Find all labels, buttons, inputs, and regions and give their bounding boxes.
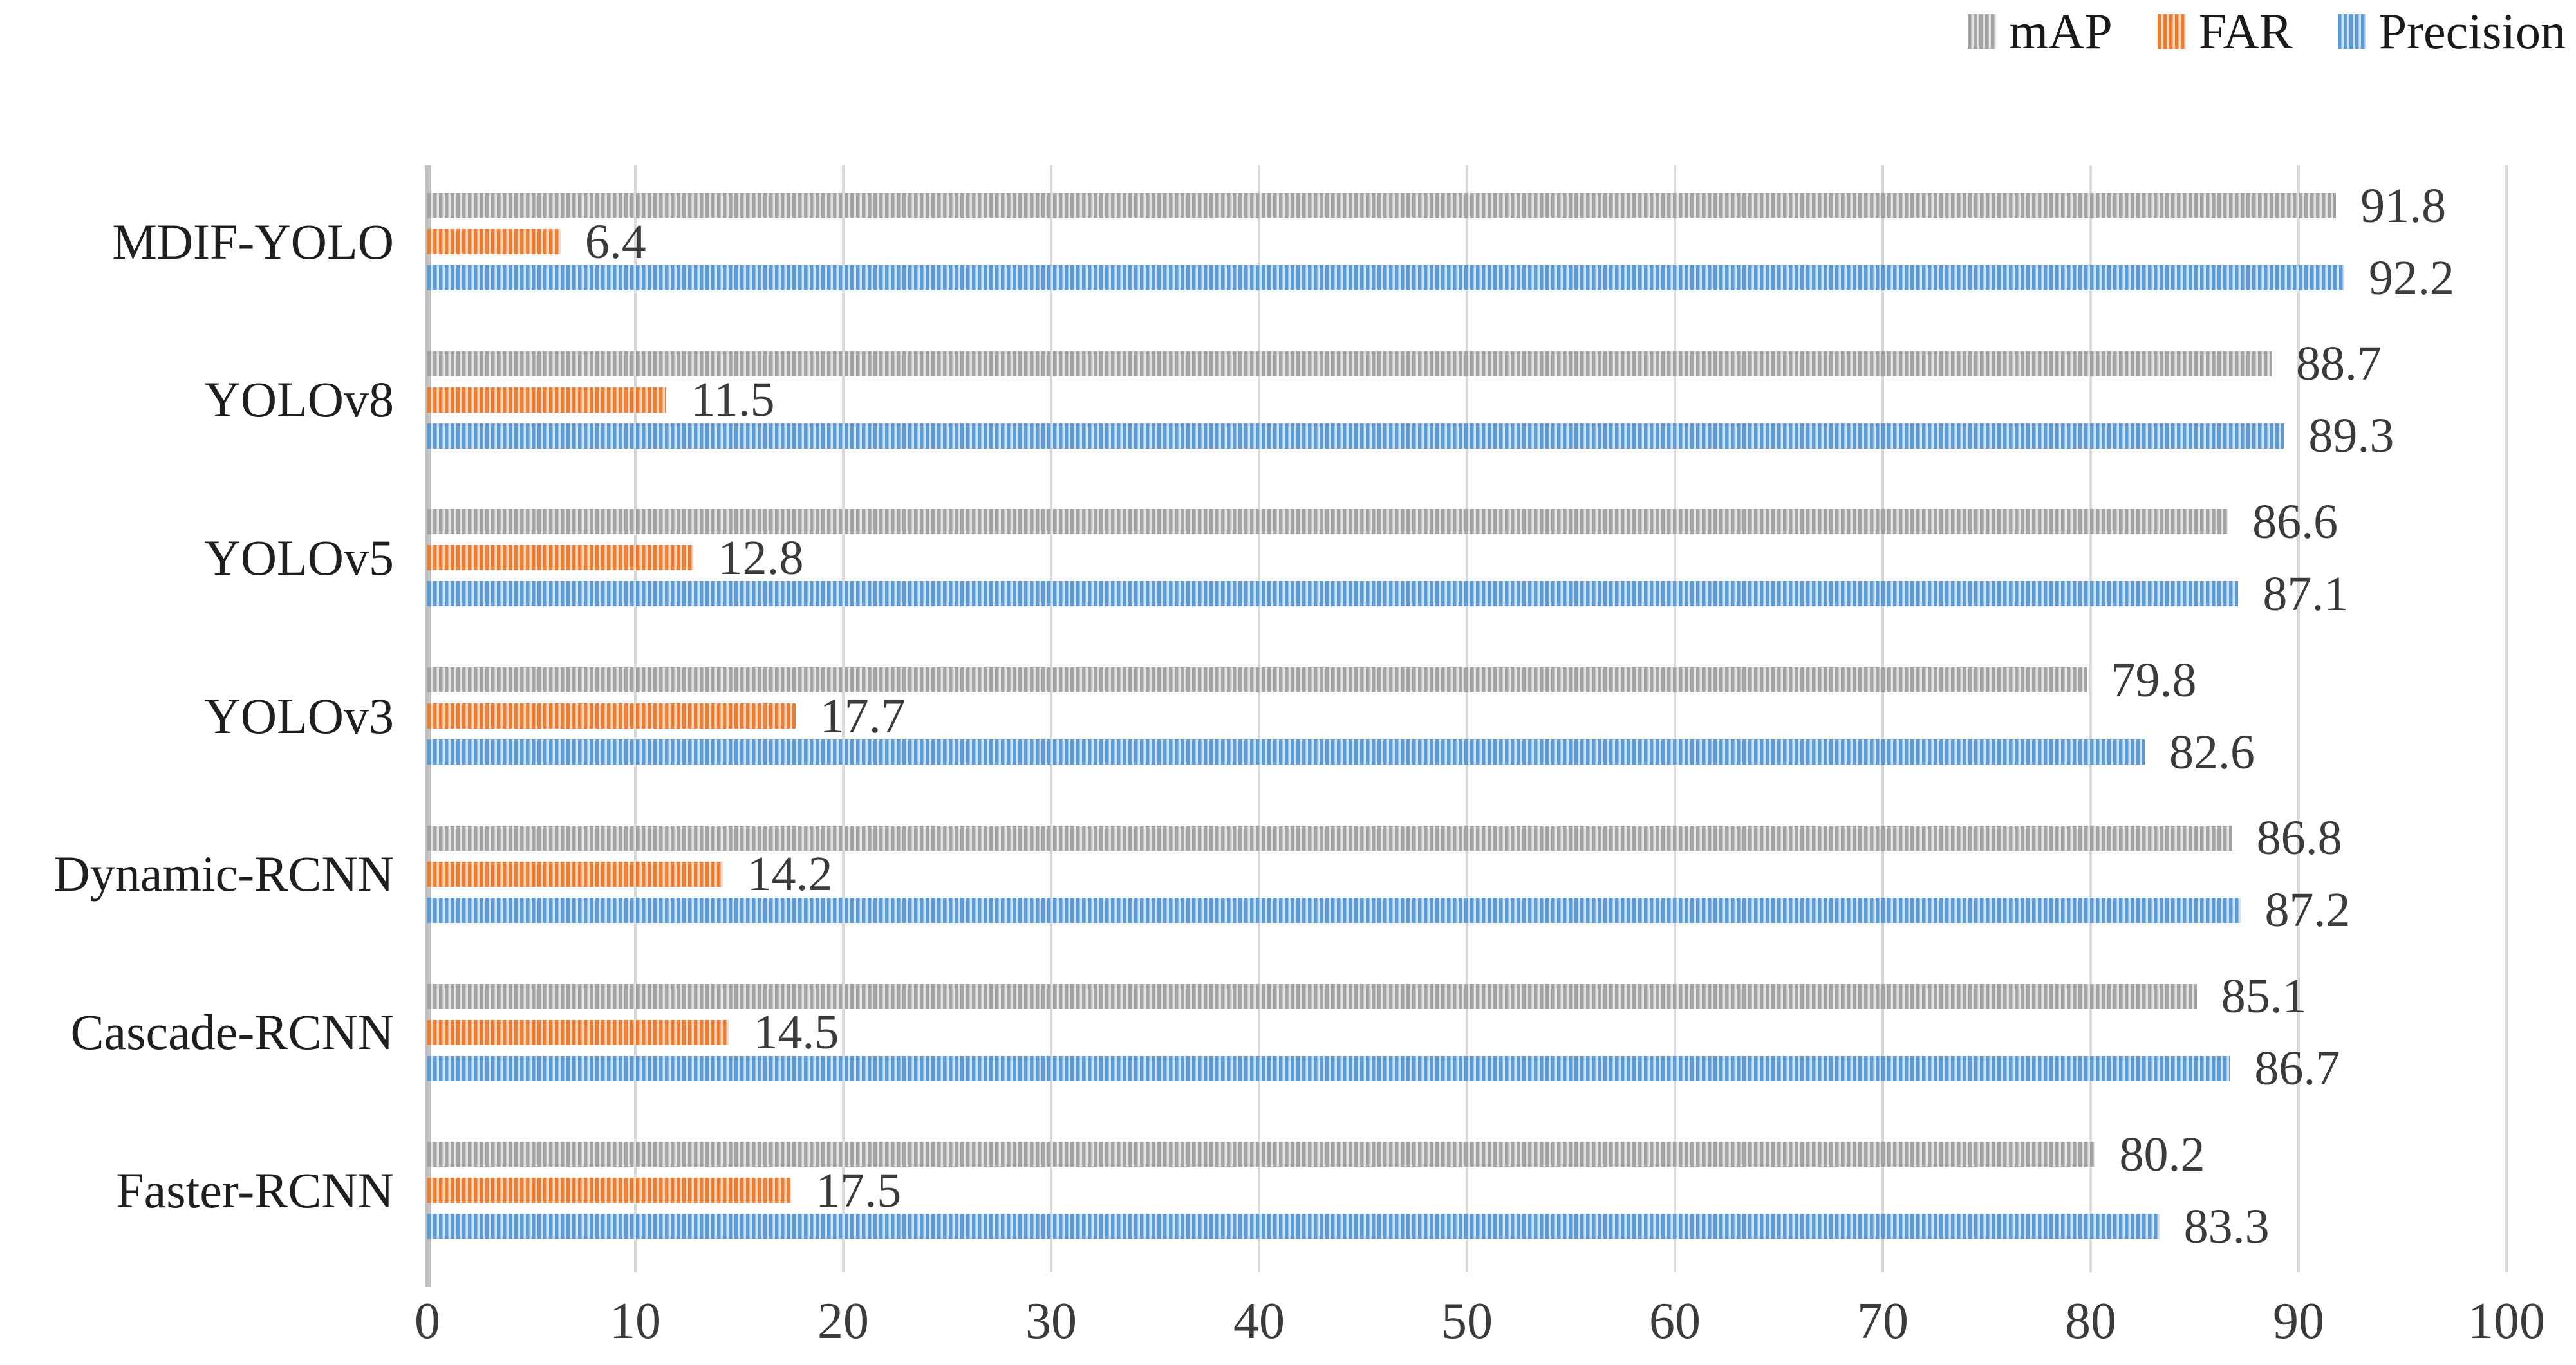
legend-item-precision: Precision <box>2337 3 2566 59</box>
value-label-map-dynamic-rcnn: 86.8 <box>2256 811 2342 866</box>
legend-label-map: mAP <box>2009 3 2113 59</box>
bar-map-faster-rcnn <box>427 1142 2095 1167</box>
chart-legend: mAP FAR Precision <box>1968 6 2566 57</box>
x-tick-label-70: 70 <box>1857 1293 1909 1350</box>
value-label-precision-faster-rcnn: 83.3 <box>2183 1199 2270 1254</box>
category-label-yolov8: YOLOv8 <box>204 371 394 428</box>
value-label-precision-cascade-rcnn: 86.7 <box>2254 1041 2340 1096</box>
value-label-far-dynamic-rcnn: 14.2 <box>747 847 833 902</box>
category-label-yolov5: YOLOv5 <box>204 529 394 586</box>
x-tick-label-90: 90 <box>2273 1293 2324 1350</box>
x-tick-label-80: 80 <box>2065 1293 2116 1350</box>
x-tick-label-40: 40 <box>1233 1293 1285 1350</box>
value-label-far-mdif-yolo: 6.4 <box>584 214 646 269</box>
bar-precision-mdif-yolo <box>427 265 2345 290</box>
value-label-precision-yolov3: 82.6 <box>2169 725 2255 779</box>
bar-far-yolov3 <box>427 703 796 729</box>
bar-map-yolov3 <box>427 667 2087 693</box>
value-label-precision-mdif-yolo: 92.2 <box>2369 250 2455 305</box>
bar-precision-yolov8 <box>427 423 2284 449</box>
legend-marker-precision-icon <box>2337 14 2366 49</box>
gridline-50 <box>1466 165 1468 1272</box>
category-label-cascade-rcnn: Cascade-RCNN <box>70 1004 394 1061</box>
x-tick-label-50: 50 <box>1441 1293 1493 1350</box>
gridline-90 <box>2297 165 2300 1272</box>
value-label-precision-dynamic-rcnn: 87.2 <box>2264 883 2351 938</box>
value-label-map-cascade-rcnn: 85.1 <box>2221 969 2307 1024</box>
value-label-map-yolov5: 86.6 <box>2252 494 2338 549</box>
bar-map-mdif-yolo <box>427 193 2337 218</box>
x-tick-label-100: 100 <box>2468 1293 2545 1350</box>
x-tick-label-30: 30 <box>1025 1293 1077 1350</box>
legend-item-far: FAR <box>2157 3 2293 59</box>
value-label-map-yolov8: 88.7 <box>2296 337 2382 391</box>
bar-map-cascade-rcnn <box>427 983 2197 1009</box>
bar-precision-dynamic-rcnn <box>427 897 2241 923</box>
gridline-30 <box>1050 165 1052 1272</box>
bar-precision-cascade-rcnn <box>427 1055 2230 1081</box>
bar-far-mdif-yolo <box>427 229 561 254</box>
gridline-70 <box>1881 165 1884 1272</box>
legend-item-map: mAP <box>1968 3 2113 59</box>
value-label-precision-yolov5: 87.1 <box>2263 566 2349 621</box>
value-label-far-cascade-rcnn: 14.5 <box>753 1005 839 1060</box>
legend-label-precision: Precision <box>2378 3 2566 59</box>
bar-precision-yolov3 <box>427 739 2145 765</box>
bar-far-faster-rcnn <box>427 1178 792 1203</box>
gridline-60 <box>1674 165 1676 1272</box>
x-tick-label-20: 20 <box>817 1293 869 1350</box>
value-label-map-mdif-yolo: 91.8 <box>2360 178 2447 233</box>
category-label-dynamic-rcnn: Dynamic-RCNN <box>53 846 394 902</box>
gridline-80 <box>2089 165 2092 1272</box>
category-label-yolov3: YOLOv3 <box>204 687 394 744</box>
bar-far-cascade-rcnn <box>427 1019 729 1045</box>
value-label-far-yolov8: 11.5 <box>691 373 775 427</box>
gridline-100 <box>2505 165 2508 1272</box>
bar-map-yolov5 <box>427 509 2228 535</box>
gridline-20 <box>842 165 845 1272</box>
category-label-mdif-yolo: MDIF-YOLO <box>112 213 394 270</box>
value-label-map-yolov3: 79.8 <box>2111 653 2197 707</box>
value-label-map-faster-rcnn: 80.2 <box>2119 1127 2205 1182</box>
bar-map-yolov8 <box>427 351 2272 376</box>
bar-far-yolov5 <box>427 545 694 571</box>
value-label-far-faster-rcnn: 17.5 <box>816 1163 902 1218</box>
value-label-precision-yolov8: 89.3 <box>2308 409 2394 463</box>
legend-label-far: FAR <box>2198 3 2293 59</box>
value-label-far-yolov3: 17.7 <box>819 689 906 743</box>
bar-precision-yolov5 <box>427 581 2239 607</box>
value-label-far-yolov5: 12.8 <box>718 530 804 585</box>
bar-far-yolov8 <box>427 387 667 413</box>
category-label-faster-rcnn: Faster-RCNN <box>116 1162 394 1218</box>
bar-precision-faster-rcnn <box>427 1214 2160 1240</box>
gridline-40 <box>1258 165 1260 1272</box>
x-tick-label-60: 60 <box>1649 1293 1701 1350</box>
x-tick-label-10: 10 <box>610 1293 661 1350</box>
bar-far-dynamic-rcnn <box>427 861 723 887</box>
bar-map-dynamic-rcnn <box>427 825 2232 851</box>
legend-marker-far-icon <box>2157 14 2186 49</box>
x-tick-label-0: 0 <box>415 1293 440 1350</box>
legend-marker-map-icon <box>1968 14 1997 49</box>
